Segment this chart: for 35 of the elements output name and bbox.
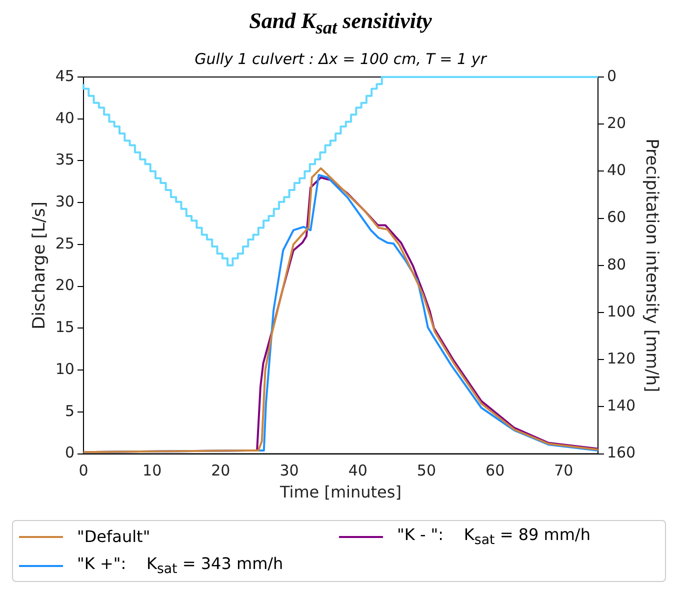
y2-tick-label: 20 — [606, 114, 626, 132]
y-tick-label: 45 — [55, 66, 74, 85]
y-tick-label: 5 — [64, 402, 74, 420]
y2-tick-label: 140 — [606, 396, 636, 415]
legend-label: "K +": K$_{sat}$ = 343 mm/h — [77, 554, 284, 578]
legend-label: "K - ": K$_{sat}$ = 89 mm/h — [397, 525, 590, 548]
y-tick-label: 10 — [55, 360, 74, 378]
x-tick-label: 10 — [142, 462, 162, 480]
x-tick-label: 30 — [280, 462, 299, 480]
y-tick-label: 40 — [55, 108, 74, 127]
y2-tick-label: 160 — [606, 444, 636, 462]
x-tick-label: 60 — [486, 462, 505, 480]
y-tick-label: 0 — [64, 444, 74, 462]
y2-axis-title: Precipitation intensity [mm/h] — [641, 138, 662, 392]
y2-tick-label: 100 — [606, 302, 636, 320]
y2-tick-label: 40 — [606, 161, 626, 180]
y-tick-label: 35 — [55, 150, 74, 169]
x-axis-title: Time [minutes] — [278, 482, 402, 502]
y-tick-label: 20 — [55, 276, 74, 294]
x-tick-label: 20 — [211, 462, 230, 480]
x-tick-label: 50 — [416, 462, 436, 480]
x-tick-label: 0 — [78, 462, 88, 480]
y2-tick-label: 60 — [606, 208, 626, 226]
x-tick-label: 40 — [348, 462, 368, 480]
chart-subtitle: Gully 1 culvert : Δx = 100 cm, T = 1 yr — [194, 50, 488, 68]
y-tick-label: 15 — [55, 318, 74, 336]
y-axis-title: Discharge [L/s] — [30, 201, 50, 330]
y2-tick-label: 80 — [606, 255, 626, 274]
y2-tick-label: 0 — [606, 66, 617, 85]
y2-tick-label: 120 — [606, 349, 636, 368]
y-tick-label: 25 — [55, 234, 74, 252]
legend-label: "Default" — [77, 527, 150, 546]
chart-title: Sand K$_{sat}$ sensitivity — [248, 8, 433, 38]
x-tick-label: 70 — [554, 462, 574, 480]
y-tick-label: 30 — [55, 192, 74, 210]
